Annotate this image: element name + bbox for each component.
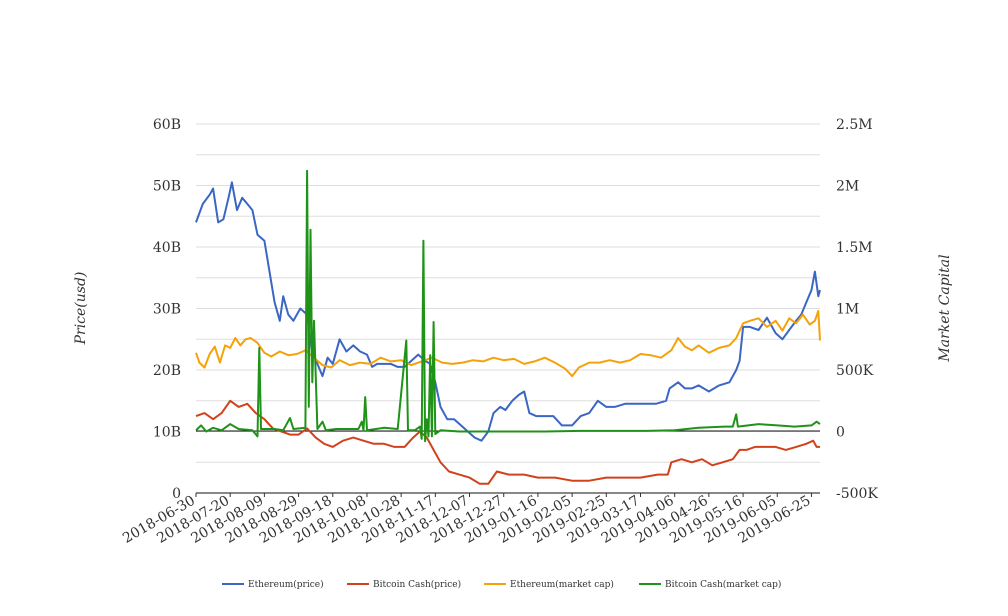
y-tick-label-left: 40B <box>153 240 181 256</box>
series-line-ethereum-price <box>195 181 821 442</box>
y-axis-left-ticks: 0 10B 20B 30B 40B 50B 60B <box>153 117 181 502</box>
y-axis-right-title: Market Capital <box>937 254 953 362</box>
y-tick-label-left: 50B <box>153 179 181 195</box>
y-tick-label-left: 10B <box>153 425 181 441</box>
y-tick-label-right: 500K <box>836 363 874 379</box>
x-axis-ticks: 2018-06-302018-07-202018-08-092018-08-29… <box>120 493 813 547</box>
series-layer <box>195 169 821 485</box>
legend-label[interactable]: Ethereum(price) <box>248 579 324 590</box>
y-tick-label-right: 2.5M <box>836 117 873 133</box>
y-tick-label-left: 20B <box>153 363 181 379</box>
y-tick-label-left: 0 <box>172 486 181 502</box>
legend-label[interactable]: Bitcoin Cash(price) <box>373 579 461 590</box>
series-line-bitcoin-cash-market-cap <box>195 169 821 443</box>
y-tick-label-right: 2M <box>836 179 859 195</box>
y-axis-right-ticks: -500K 0 500K 1M 1.5M 2M 2.5M <box>836 117 878 502</box>
series-line-bitcoin-cash-price <box>195 399 820 485</box>
y-tick-label-right: 1M <box>836 302 859 318</box>
legend-label[interactable]: Ethereum(market cap) <box>510 579 614 590</box>
y-tick-label-right: 0 <box>836 425 845 441</box>
y-tick-label-right: 1.5M <box>836 240 873 256</box>
y-tick-label-right: -500K <box>836 486 878 502</box>
y-axis-left-title: Price(usd) <box>73 272 89 346</box>
legend-label[interactable]: Bitcoin Cash(market cap) <box>665 579 781 590</box>
series-line-ethereum-market-cap <box>195 310 821 378</box>
grid-lines <box>196 123 820 463</box>
legend[interactable]: Ethereum(price) Bitcoin Cash(price) Ethere… <box>222 579 781 590</box>
y-tick-label-left: 30B <box>153 302 181 318</box>
y-tick-label-left: 60B <box>153 117 181 133</box>
